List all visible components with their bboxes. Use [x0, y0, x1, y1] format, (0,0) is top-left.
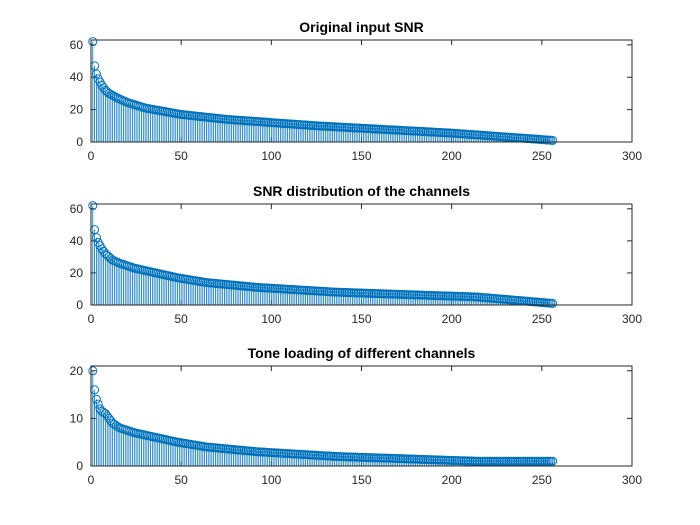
y-tick-label: 0	[76, 298, 83, 312]
subplot-title: Tone loading of different channels	[248, 345, 476, 361]
x-tick-label: 300	[622, 473, 642, 487]
x-tick-label: 0	[88, 149, 95, 163]
stem-marker	[88, 366, 98, 376]
x-tick-label: 50	[174, 473, 188, 487]
x-tick-label: 200	[442, 473, 462, 487]
x-tick-label: 0	[88, 312, 95, 326]
subplot-title: Original input SNR	[299, 19, 423, 35]
subplot-1: Original input SNR 0 50 100 150 200 250 300 0 20 4…	[70, 19, 643, 163]
x-tick-label: 100	[261, 312, 281, 326]
subplot-title: SNR distribution of the channels	[253, 183, 470, 199]
stem-marker	[88, 37, 98, 47]
stem-series	[88, 37, 558, 145]
x-tick-label: 150	[351, 149, 371, 163]
x-tick-label: 100	[261, 473, 281, 487]
x-tick-label: 100	[261, 149, 281, 163]
x-tick-label: 50	[174, 149, 188, 163]
axes-border	[90, 365, 633, 467]
stem-marker	[548, 135, 558, 145]
y-tick-label: 0	[76, 135, 83, 149]
x-tick-label: 0	[88, 473, 95, 487]
x-tick-label: 150	[351, 473, 371, 487]
y-tick-label: 10	[70, 411, 84, 425]
subplot-2: SNR distribution of the channels 0 50 100 15…	[70, 183, 643, 326]
stem-marker	[91, 69, 101, 79]
x-tick-label: 250	[532, 149, 552, 163]
stem-marker	[93, 399, 103, 409]
stem-marker	[548, 456, 558, 466]
y-tick-label: 40	[70, 234, 84, 248]
x-tick-label: 250	[532, 312, 552, 326]
x-tick-label: 300	[622, 312, 642, 326]
y-tick-label: 40	[70, 70, 84, 84]
stem-marker	[548, 298, 558, 308]
x-tick-label: 300	[622, 149, 642, 163]
axes-border	[90, 203, 633, 306]
y-tick-label: 20	[70, 364, 84, 378]
y-tick-label: 20	[70, 266, 84, 280]
x-tick-label: 150	[351, 312, 371, 326]
stem-marker	[91, 394, 101, 404]
x-tick-label: 200	[442, 312, 462, 326]
y-tick-label: 60	[70, 38, 84, 52]
x-tick-label: 50	[174, 312, 188, 326]
y-tick-label: 20	[70, 103, 84, 117]
x-tick-label: 250	[532, 473, 552, 487]
stem-series	[88, 201, 558, 308]
stem-series	[88, 366, 558, 466]
stem-marker	[88, 201, 98, 211]
y-tick-label: 0	[76, 459, 83, 473]
y-tick-label: 60	[70, 202, 84, 216]
x-tick-label: 200	[442, 149, 462, 163]
stem-marker	[91, 233, 101, 243]
axes-border	[90, 39, 633, 143]
